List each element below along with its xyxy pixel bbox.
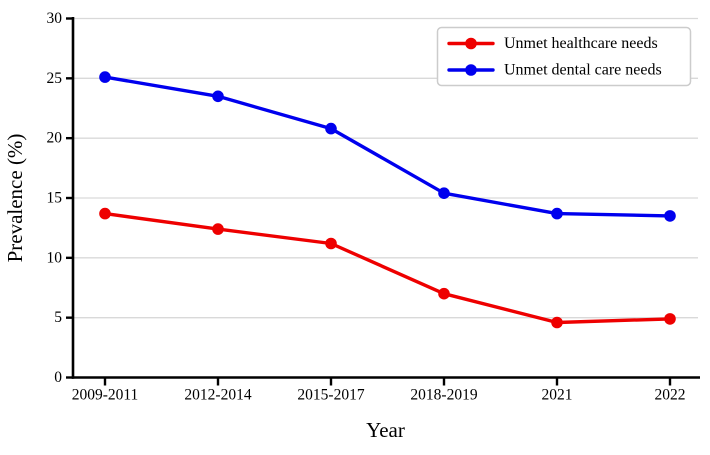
legend-label-0: Unmet healthcare needs [504,35,658,52]
series-marker-1-4 [551,207,563,220]
legend-sample-marker-0 [465,37,477,50]
series-marker-0-2 [325,237,337,250]
x-tick-label: 2015-2017 [297,387,364,404]
y-tick-label: 15 [47,190,63,207]
series-line-0 [103,211,672,325]
y-tick-label: 10 [47,249,63,266]
series-marker-1-0 [99,71,111,83]
series-marker-1-2 [325,122,337,135]
series-line-1 [103,75,672,218]
y-axis-title: Prevalence (%) [3,134,27,263]
y-tick-label: 5 [54,309,62,326]
x-tick-label: 2018-2019 [410,387,477,404]
legend-box [436,26,692,87]
x-axis-title: Year [366,418,405,442]
x-tick-label: 2021 [542,387,573,404]
series-marker-1-1 [212,90,224,103]
legend-label-1: Unmet dental care needs [504,62,662,79]
series-marker-0-5 [664,313,676,325]
series-marker-0-1 [212,223,224,235]
y-tick-label: 20 [47,130,63,147]
y-tick-label: 0 [54,369,62,386]
series-marker-1-5 [664,210,676,222]
series-marker-1-3 [438,187,450,199]
x-tick-label: 2012-2014 [184,387,251,404]
y-tick-label: 30 [47,10,63,27]
y-tick-label: 25 [47,70,63,87]
x-tick-label: 2022 [655,387,686,404]
legend-sample-marker-1 [465,64,477,76]
series-marker-0-4 [551,316,563,329]
series-marker-0-3 [438,287,450,300]
x-tick-label: 2009-2011 [72,387,139,404]
series-marker-0-0 [99,207,111,220]
